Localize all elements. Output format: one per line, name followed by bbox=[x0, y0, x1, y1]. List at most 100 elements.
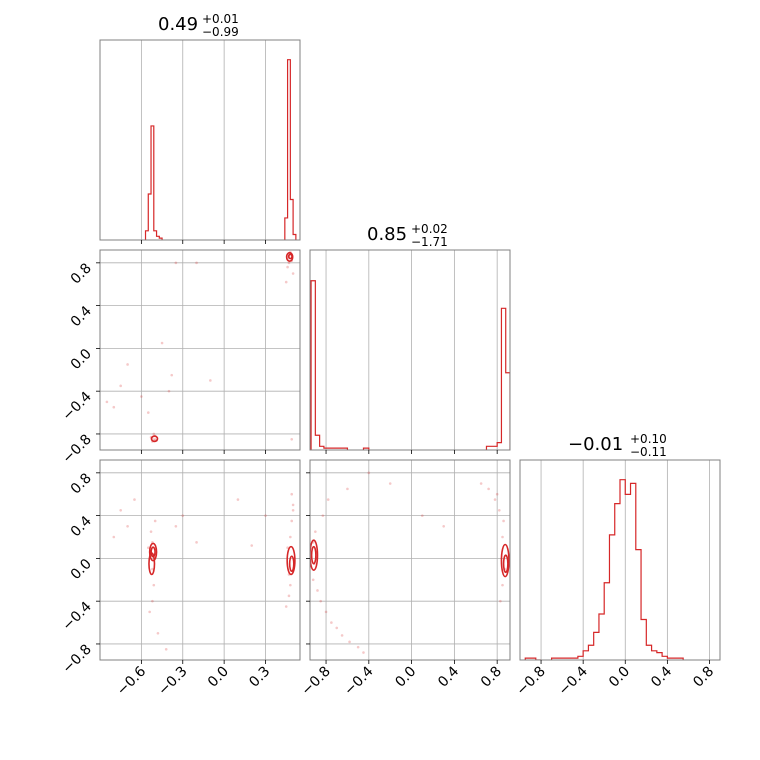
param2-vs-param3-point bbox=[324, 610, 328, 614]
param1-title-minus: −0.99 bbox=[202, 25, 239, 39]
param1-vs-param3-point bbox=[181, 514, 185, 517]
param1-vs-param3-point bbox=[151, 567, 154, 571]
param2-vs-param3-point bbox=[502, 519, 505, 523]
param1-vs-param2-point bbox=[195, 261, 198, 265]
param2-marginal-histogram-step bbox=[310, 280, 510, 450]
param1-vs-param3-contour bbox=[288, 555, 295, 573]
param2-title-minus: −1.71 bbox=[411, 235, 448, 249]
param1-vs-param3-point bbox=[250, 544, 254, 547]
param2-vs-param3-point bbox=[319, 599, 322, 603]
param1-vs-param2-point bbox=[112, 405, 116, 409]
param1-vs-param2-frame bbox=[99, 249, 301, 451]
param1-vs-param3-point bbox=[164, 648, 168, 651]
param1-vs-param3-ytick-label: 0.8 bbox=[68, 470, 95, 497]
param1-vs-param3-point bbox=[290, 519, 294, 523]
param1-vs-param2-point bbox=[126, 363, 129, 366]
param1-vs-param2-ytick-label: −0.8 bbox=[59, 431, 94, 466]
param1-vs-param2-contour bbox=[287, 253, 293, 260]
param3-title-plus: +0.10 bbox=[630, 432, 667, 446]
param1-vs-param3-xtick-label: 0.0 bbox=[205, 664, 232, 691]
param1-vs-param3-frame bbox=[99, 459, 301, 661]
param1-vs-param2-point bbox=[174, 261, 178, 265]
param1-title-plus: +0.01 bbox=[202, 12, 239, 26]
param2-vs-param3-point bbox=[348, 640, 351, 644]
param1-vs-param3-point bbox=[291, 503, 295, 507]
param1-vs-param2-ytick-label: 0.4 bbox=[68, 303, 95, 330]
param1-vs-param3-point bbox=[133, 498, 136, 501]
param1-vs-param3-contour bbox=[286, 545, 296, 576]
param2-title-plus: +0.02 bbox=[411, 222, 448, 236]
param1-vs-param3-ytick-label: −0.4 bbox=[59, 599, 94, 634]
param1-vs-param2-point bbox=[287, 261, 291, 265]
param1-vs-param3-point bbox=[289, 583, 292, 587]
param1-vs-param3-point bbox=[195, 541, 198, 544]
param2-vs-param3-point bbox=[335, 626, 339, 630]
param1-vs-param3-xtick-label: −0.3 bbox=[155, 664, 190, 699]
param3-marginal-xtick-label: −0.4 bbox=[556, 663, 591, 698]
param1-vs-param3-point bbox=[286, 546, 289, 550]
param2-title: 0.85 bbox=[367, 224, 407, 245]
param3-marginal-xtick-label: 0.4 bbox=[648, 663, 675, 690]
param1-vs-param3-ytick-label: 0.4 bbox=[68, 513, 95, 540]
param1-vs-param2-point bbox=[290, 438, 294, 441]
param1-vs-param3-point bbox=[112, 535, 116, 539]
param1-vs-param3-point bbox=[119, 508, 122, 512]
param1-vs-param2-point bbox=[153, 438, 157, 441]
param3-marginal-histogram-step bbox=[524, 479, 684, 660]
param2-vs-param3-contour bbox=[502, 554, 509, 574]
param1-vs-param3-point bbox=[152, 583, 156, 587]
param1-vs-param3-point bbox=[291, 508, 295, 512]
param1-vs-param3-xtick-label: −0.6 bbox=[114, 663, 149, 698]
param2-vs-param3-point bbox=[479, 482, 483, 485]
param1-vs-param2-point bbox=[152, 432, 156, 436]
param1-vs-param3-point bbox=[290, 492, 294, 496]
param1-vs-param3-point bbox=[284, 605, 288, 608]
param1-vs-param3-point bbox=[156, 631, 160, 635]
param1-vs-param3-point bbox=[149, 530, 153, 533]
param1-vs-param3-contour bbox=[148, 542, 158, 562]
param1-vs-param3-point bbox=[289, 535, 292, 539]
param1-vs-param3-point bbox=[264, 514, 267, 517]
param1-vs-param2-point bbox=[105, 400, 109, 404]
param2-vs-param3-point bbox=[501, 583, 504, 587]
param1-vs-param2-contour bbox=[150, 435, 159, 443]
param2-vs-param3-contour bbox=[310, 539, 319, 571]
param2-vs-param3-point bbox=[442, 525, 445, 528]
param1-vs-param3-point bbox=[174, 525, 178, 528]
param1-vs-param2-point bbox=[167, 389, 171, 393]
param2-vs-param3-point bbox=[321, 514, 325, 517]
param1-vs-param2-ytick-label: −0.4 bbox=[59, 389, 94, 424]
param2-vs-param3-xtick-label: −0.8 bbox=[299, 664, 334, 699]
param2-vs-param3-point bbox=[356, 645, 360, 649]
param2-vs-param3-point bbox=[501, 535, 504, 539]
param2-vs-param3-point bbox=[326, 498, 330, 501]
param3-marginal-xtick-label: 0.0 bbox=[606, 664, 633, 691]
param1-vs-param2-point bbox=[160, 341, 164, 345]
param1-vs-param3-xtick-label: 0.3 bbox=[246, 664, 273, 691]
param3-marginal-frame bbox=[519, 459, 721, 661]
param2-vs-param3-xtick-label: 0.0 bbox=[392, 664, 419, 691]
param2-vs-param3-point bbox=[311, 578, 315, 582]
param1-vs-param2-ytick-label: 0.8 bbox=[68, 260, 95, 287]
param1-vs-param3-ytick-label: 0.0 bbox=[68, 556, 95, 583]
param2-vs-param3-xtick-label: 0.8 bbox=[478, 664, 505, 691]
param3-title-minus: −0.11 bbox=[630, 445, 667, 459]
param2-vs-param3-point bbox=[493, 498, 497, 501]
param2-vs-param3-point bbox=[316, 589, 319, 592]
param1-marginal-histogram-step bbox=[144, 59, 297, 240]
param2-vs-param3-point bbox=[388, 482, 392, 485]
param2-vs-param3-point bbox=[340, 634, 344, 637]
param2-vs-param3-xtick-label: 0.4 bbox=[435, 663, 462, 690]
param2-vs-param3-point bbox=[330, 621, 333, 624]
param1-vs-param2-point bbox=[284, 280, 288, 284]
param1-vs-param2-point bbox=[170, 373, 174, 377]
param1-vs-param3-point bbox=[148, 610, 151, 614]
param2-marginal-frame bbox=[309, 249, 511, 451]
param1-vs-param3-contour bbox=[148, 552, 156, 576]
param3-title: −0.01 bbox=[568, 434, 623, 455]
param2-vs-param3-contour bbox=[500, 543, 510, 578]
param2-vs-param3-point bbox=[499, 599, 502, 603]
param1-vs-param3-point bbox=[146, 546, 150, 550]
param1-vs-param3-point bbox=[151, 599, 154, 603]
param1-vs-param2-point bbox=[119, 384, 122, 388]
